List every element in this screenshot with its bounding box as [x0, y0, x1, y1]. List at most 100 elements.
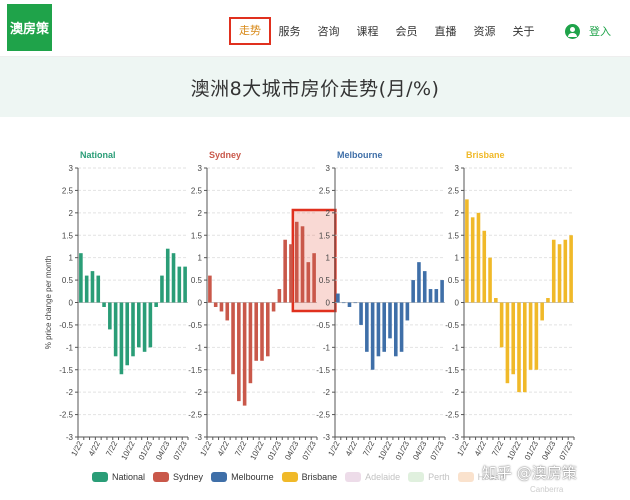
y-tick-label: 1.5: [191, 231, 203, 240]
legend-swatch: [281, 472, 298, 482]
x-tick-label: 07/23: [558, 439, 576, 461]
bar: [411, 280, 415, 303]
y-tick-label: -1: [323, 343, 331, 352]
legend-item[interactable]: Brisbane: [281, 472, 337, 482]
y-tick-label: -0.5: [188, 321, 202, 330]
bar: [283, 239, 287, 303]
y-tick-label: 0.5: [448, 276, 460, 285]
y-tick-label: -1: [195, 343, 203, 352]
bar: [522, 302, 527, 393]
x-tick-label: 04/23: [283, 439, 301, 461]
x-tick-label: 10/22: [248, 439, 266, 461]
y-tick-label: -1: [452, 343, 460, 352]
y-tick-label: 0: [198, 299, 203, 308]
login-button[interactable]: 登入: [565, 23, 611, 39]
bar: [300, 226, 305, 303]
legend-item[interactable]: National: [92, 472, 145, 482]
main-nav: 走势 服务 咨询 课程 会员 直播 资源 关于: [229, 17, 543, 45]
bar: [517, 302, 521, 393]
nav-item[interactable]: 咨询: [317, 25, 340, 38]
legend-item[interactable]: Adelaide: [345, 472, 400, 482]
bar: [494, 298, 498, 303]
x-tick-label: 7/22: [361, 439, 377, 457]
legend-item[interactable]: Perth: [408, 472, 450, 482]
y-tick-label: -2.5: [188, 411, 202, 420]
bar: [388, 302, 392, 339]
legend-label: National: [112, 472, 146, 482]
x-tick-label: 07/23: [301, 439, 319, 461]
nav-item[interactable]: 会员: [395, 25, 418, 38]
y-tick-label: 1.5: [62, 231, 74, 240]
bar: [488, 257, 492, 303]
y-tick-label: 0.5: [191, 276, 203, 285]
legend-item[interactable]: Sydney: [153, 472, 203, 482]
x-tick-label: 7/22: [490, 439, 506, 457]
nav-item[interactable]: 走势: [229, 17, 271, 45]
nav-item[interactable]: 课程: [356, 25, 379, 38]
x-tick-label: 01/23: [266, 439, 284, 461]
bar: [465, 199, 469, 303]
bar: [511, 302, 516, 375]
nav-item[interactable]: 资源: [473, 25, 496, 38]
y-tick-label: -2: [195, 388, 203, 397]
bar: [563, 239, 568, 303]
bar: [119, 302, 124, 375]
x-tick-label: 4/22: [87, 439, 103, 457]
y-tick-label: 1: [198, 254, 203, 263]
y-tick-label: -1: [66, 343, 74, 352]
bar: [213, 302, 218, 307]
x-tick-label: 10/22: [505, 439, 523, 461]
bar: [551, 239, 556, 303]
bar: [113, 302, 118, 357]
bar: [476, 212, 481, 303]
nav-item[interactable]: 直播: [434, 25, 457, 38]
x-tick-label: 4/22: [473, 439, 489, 457]
bar: [482, 230, 487, 303]
x-tick-label: 7/22: [233, 439, 249, 457]
legend-label: Perth: [428, 472, 450, 482]
bar: [540, 302, 544, 321]
bar: [306, 262, 311, 303]
y-tick-label: -3: [66, 433, 74, 442]
nav-item[interactable]: 关于: [512, 25, 535, 38]
bar: [142, 302, 147, 352]
legend-swatch: [92, 472, 108, 482]
bar: [370, 302, 375, 370]
bar: [470, 217, 475, 303]
bar: [148, 302, 153, 348]
bar: [546, 298, 550, 303]
login-label: 登入: [589, 25, 611, 38]
bar: [102, 302, 106, 307]
top-navbar: 澳房策 走势 服务 咨询 课程 会员 直播 资源 关于 登入: [0, 0, 630, 57]
y-tick-label: 0: [69, 299, 74, 308]
bar: [248, 302, 253, 384]
bar: [125, 302, 130, 366]
y-tick-label: 0.5: [319, 276, 331, 285]
title-band: 澳洲8大城市房价走势(月/%): [0, 57, 630, 117]
bar: [254, 302, 259, 361]
bar: [359, 302, 363, 325]
site-logo[interactable]: 澳房策: [7, 4, 52, 51]
legend-item[interactable]: Melbourne: [211, 472, 274, 482]
price-trend-chart: % price change per month National 3 2.5 2 1.5…: [0, 117, 630, 500]
legend-item[interactable]: Hobart: [457, 472, 505, 482]
y-tick-label: 3: [198, 164, 203, 173]
y-tick-label: 0: [455, 299, 460, 308]
watermark-text: 知乎 @澳房策: [482, 464, 577, 482]
bar: [219, 302, 224, 312]
y-tick-label: -3: [452, 433, 460, 442]
bar: [376, 302, 381, 357]
watermark: 知乎 @澳房策 Canberra: [482, 462, 622, 498]
page-title: 澳洲8大城市房价走势(月/%): [190, 78, 440, 100]
bar: [336, 293, 340, 303]
y-tick-label: -3: [195, 433, 203, 442]
x-tick-label: 7/22: [104, 439, 120, 457]
bar: [277, 289, 282, 303]
y-tick-label: 1.5: [319, 231, 331, 240]
nav-item[interactable]: 服务: [278, 25, 301, 38]
bar: [289, 244, 293, 303]
bar: [260, 302, 264, 361]
y-tick-label: -0.5: [316, 321, 330, 330]
x-tick-label: 1/22: [198, 439, 214, 457]
bar: [108, 302, 112, 330]
